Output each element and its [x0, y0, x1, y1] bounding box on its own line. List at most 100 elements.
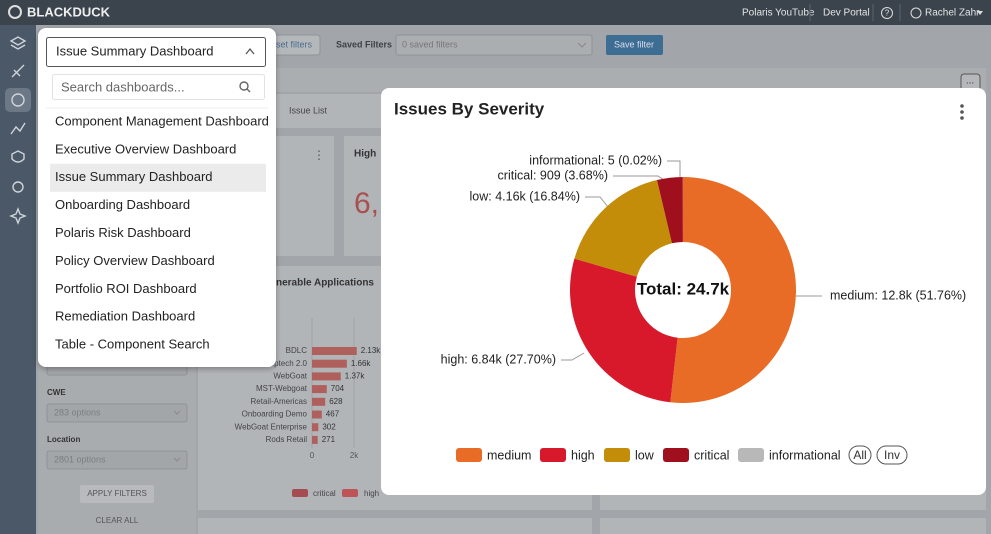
icon-dashboard[interactable] — [11, 93, 25, 107]
menu-item[interactable]: Component Management Dashboard — [55, 113, 269, 128]
legend-swatch[interactable] — [604, 448, 630, 462]
data-label: 704 — [331, 384, 345, 393]
icon-spark[interactable] — [9, 207, 27, 225]
top-link[interactable]: Dev Portal — [823, 8, 870, 19]
pie-slice[interactable] — [656, 177, 683, 244]
caret — [173, 457, 181, 462]
filter-label: Location — [47, 435, 80, 444]
top-bar — [0, 0, 991, 25]
reset-filters[interactable]: set filters — [276, 39, 313, 49]
y-tick-label: WebGoat — [273, 372, 307, 381]
leader-line — [585, 196, 609, 208]
legend-button-label[interactable]: Inv — [884, 448, 900, 462]
card-value: 6, — [354, 187, 379, 220]
legend-swatch[interactable] — [456, 448, 482, 462]
icon-pen[interactable] — [11, 64, 25, 78]
sidebar-active — [5, 88, 31, 112]
save-filter-button[interactable] — [606, 35, 663, 55]
y-tick-label: optech 2.0 — [270, 359, 308, 368]
icon-layers[interactable] — [9, 36, 27, 50]
y-tick-label: Onboarding Demo — [242, 410, 308, 419]
legend-swatch[interactable] — [663, 448, 689, 462]
bar — [312, 397, 326, 406]
clear-all[interactable]: CLEAR ALL — [96, 516, 139, 525]
data-label: informational: 5 (0.02%) — [529, 153, 662, 167]
sidebar-icons — [9, 36, 27, 225]
data-label: low: 4.16k (16.84%) — [470, 189, 580, 203]
menu-item[interactable]: Remediation Dashboard — [55, 309, 195, 324]
icon-shield[interactable] — [11, 150, 25, 163]
menu-item[interactable]: Onboarding Dashboard — [55, 197, 190, 212]
leader-line — [561, 352, 585, 361]
icon-gear[interactable] — [12, 181, 24, 193]
pie-slice[interactable] — [574, 180, 672, 277]
top-link[interactable]: Polaris YouTube — [742, 8, 815, 19]
legend-label[interactable]: low — [635, 448, 655, 462]
pie-slice[interactable] — [670, 177, 797, 403]
menu-item[interactable]: Policy Overview Dashboard — [55, 253, 215, 268]
legend-label[interactable]: high — [364, 489, 379, 498]
search-box[interactable] — [52, 74, 265, 100]
legend-swatch[interactable] — [738, 448, 764, 462]
data-label: medium: 12.8k (51.76%) — [830, 288, 966, 302]
apply-filters[interactable]: APPLY FILTERS — [87, 489, 147, 498]
data-label: 2.13k — [361, 346, 382, 355]
help[interactable]: ? — [885, 9, 890, 18]
legend-button[interactable] — [848, 445, 872, 465]
saved-filters-select[interactable] — [395, 34, 593, 56]
chart-title: nerable Applications — [276, 278, 374, 289]
legend-label[interactable]: critical — [694, 448, 729, 462]
legend-label[interactable]: informational — [769, 448, 841, 462]
legend-swatch — [342, 489, 358, 497]
menu-selected[interactable]: Issue Summary Dashboard — [56, 43, 214, 58]
filter-select[interactable] — [46, 450, 188, 470]
legend-label[interactable]: critical — [313, 489, 336, 498]
menu-item[interactable]: Issue Summary Dashboard — [55, 169, 213, 184]
legend-label[interactable]: high — [571, 448, 595, 462]
apply-button[interactable] — [80, 485, 154, 503]
menu-item[interactable]: Table - Component Search — [55, 337, 210, 352]
logo: BLACKDUCK — [27, 4, 111, 19]
icon-chart[interactable] — [10, 122, 26, 135]
bar — [312, 435, 318, 444]
menu-select[interactable] — [46, 37, 266, 67]
card — [600, 518, 986, 534]
user-icon — [910, 7, 922, 19]
more[interactable]: ... — [966, 76, 974, 87]
legend-label[interactable]: medium — [487, 448, 531, 462]
menu-item[interactable]: Executive Overview Dashboard — [55, 141, 236, 156]
caret — [977, 11, 983, 15]
legend-button-label[interactable]: All — [853, 448, 866, 462]
legend-swatch[interactable] — [540, 448, 566, 462]
data-label: 302 — [322, 422, 336, 431]
menu-item[interactable]: Portfolio ROI Dashboard — [55, 281, 197, 296]
kebab[interactable] — [960, 110, 964, 114]
menu-item[interactable]: Polaris Risk Dashboard — [55, 225, 191, 240]
modal-panel — [381, 88, 986, 495]
data-label: 271 — [322, 435, 336, 444]
chart-modal: Issues By Severity Total: 24.7k medium: 1… — [381, 88, 986, 495]
data-label: high: 6.84k (27.70%) — [441, 352, 556, 366]
menu-panel — [38, 28, 276, 367]
filter-select[interactable] — [46, 403, 188, 423]
x-tick-label: 0 — [310, 451, 315, 460]
kebab[interactable] — [960, 116, 964, 120]
logo-icon — [8, 5, 22, 19]
user-menu[interactable]: Rachel Zahr — [925, 8, 980, 19]
dashboard-menu: Issue Summary Dashboard Search dashboard… — [38, 28, 276, 367]
search-placeholder[interactable]: Search dashboards... — [61, 79, 185, 94]
filter-options: 283 options — [54, 407, 101, 417]
data-label: 1.66k — [351, 359, 372, 368]
caret-up — [245, 47, 255, 55]
center-label: Total: 24.7k — [637, 279, 730, 298]
search-icon — [239, 81, 249, 91]
tab[interactable]: Issue List — [289, 105, 328, 115]
bar — [312, 410, 322, 419]
pie-slice[interactable] — [570, 258, 678, 403]
save-filter[interactable]: Save filter — [614, 39, 654, 49]
legend-button[interactable] — [876, 445, 908, 465]
caret — [173, 410, 181, 415]
chart-title: Issues By Severity — [394, 99, 545, 118]
kebab[interactable] — [960, 104, 964, 108]
